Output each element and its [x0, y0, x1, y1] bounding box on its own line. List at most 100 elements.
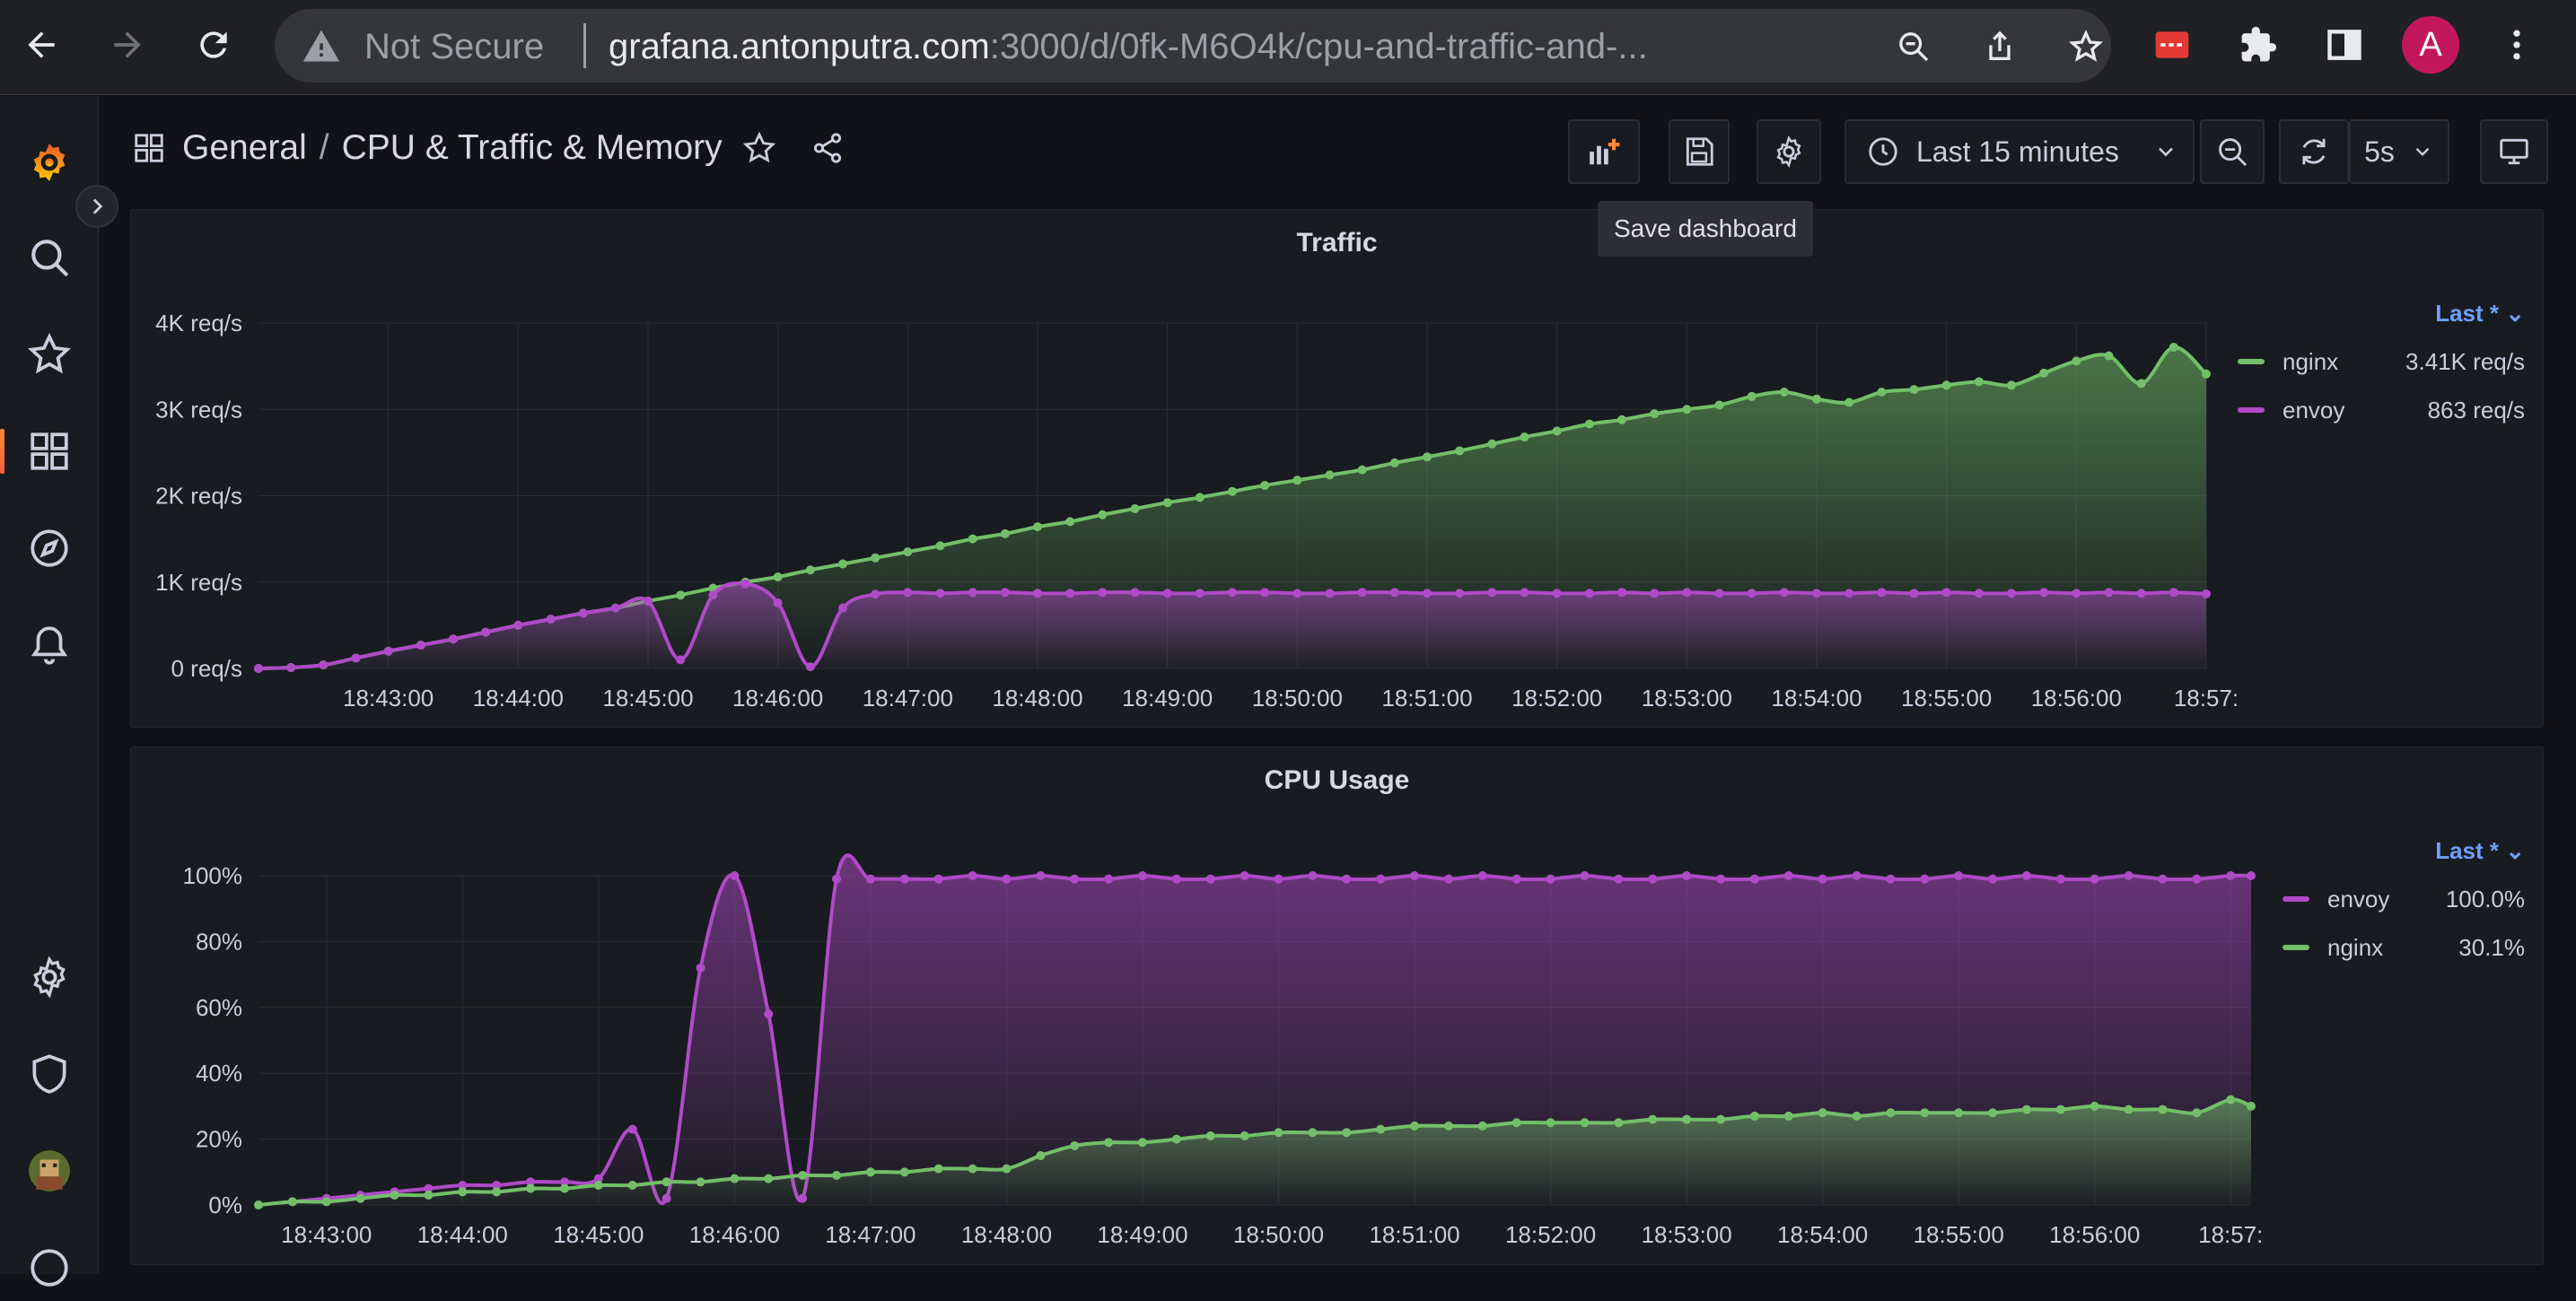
- nginx-data-point: [2007, 380, 2016, 390]
- refresh-icon: [2302, 138, 2326, 165]
- envoy-data-point: [696, 963, 705, 973]
- zoom-button[interactable]: [1890, 23, 1937, 70]
- nginx-data-point: [458, 1187, 468, 1197]
- url-path: :3000/d/0fk-M6O4k/cpu-and-traffic-and-..…: [989, 27, 1648, 66]
- share-button[interactable]: [1976, 23, 2023, 70]
- nginx-data-point: [2158, 1105, 2168, 1114]
- bookmark-button[interactable]: [2063, 23, 2109, 70]
- envoy-data-point: [1920, 874, 1930, 884]
- grafana-logo-icon: [33, 144, 66, 181]
- legend-sort-header[interactable]: Last * ⌄: [2435, 300, 2525, 327]
- nginx-data-point: [627, 1180, 637, 1190]
- help-nav-item[interactable]: [16, 1235, 83, 1301]
- envoy-data-point: [1389, 588, 1399, 598]
- address-bar[interactable]: Not Secure grafana.antonputra.com:3000/d…: [275, 9, 2111, 83]
- envoy-data-point: [1909, 589, 1919, 598]
- breadcrumb: General / CPU & Traffic & Memory: [132, 128, 845, 168]
- legend-item[interactable]: envoy 100.0%: [2282, 885, 2525, 913]
- nginx-data-point: [1065, 517, 1075, 527]
- traffic-chart[interactable]: 0 req/s 1K req/s 2K req/s 3K req/s 4K req/s 1…: [131, 210, 2357, 729]
- cpu-usage-panel[interactable]: CPU Usage 0% 20% 40% 60% 80% 100% 18:43:00 18:4…: [130, 747, 2544, 1265]
- star-icon[interactable]: [742, 131, 776, 165]
- y-tick-label: 100%: [183, 862, 243, 889]
- side-panel-button[interactable]: [2316, 16, 2373, 74]
- refresh-button[interactable]: [2279, 119, 2349, 184]
- tv-mode-button[interactable]: [2480, 119, 2548, 184]
- envoy-data-point: [593, 1174, 603, 1183]
- legend-item[interactable]: nginx 3.41K req/s: [2238, 347, 2525, 376]
- envoy-data-point: [1783, 871, 1793, 880]
- starred-nav-item[interactable]: [16, 321, 83, 388]
- dashboards-nav-item[interactable]: [0, 418, 83, 485]
- profile-nav-item[interactable]: [16, 1138, 83, 1204]
- envoy-data-point: [1137, 871, 1147, 880]
- reload-button[interactable]: [185, 16, 242, 74]
- time-picker-button[interactable]: Last 15 minutes: [1844, 119, 2195, 184]
- envoy-data-point: [1130, 588, 1140, 598]
- refresh-interval-picker[interactable]: 5s: [2349, 119, 2449, 184]
- security-label[interactable]: Not Secure: [364, 27, 545, 66]
- nginx-data-point: [1036, 1150, 1046, 1160]
- save-dashboard-button[interactable]: [1669, 119, 1730, 184]
- forward-button[interactable]: [99, 16, 156, 74]
- grafana-logo-link[interactable]: [16, 129, 83, 196]
- envoy-data-point: [968, 588, 977, 598]
- envoy-data-point: [1818, 874, 1827, 884]
- panel-title[interactable]: Traffic: [1296, 228, 1378, 258]
- explore-nav-item[interactable]: [16, 515, 83, 581]
- configuration-nav-item[interactable]: [16, 944, 83, 1010]
- server-admin-nav-item[interactable]: [16, 1041, 83, 1107]
- extension-button[interactable]: [2143, 16, 2201, 74]
- envoy-data-point: [1376, 874, 1386, 884]
- nginx-data-point: [1410, 1121, 1420, 1131]
- dashboard-title[interactable]: CPU & Traffic & Memory: [341, 128, 723, 167]
- x-tick-label: 18:54:00: [1777, 1221, 1868, 1248]
- x-tick-label: 18:43:00: [281, 1221, 372, 1248]
- cpu-usage-chart[interactable]: 0% 20% 40% 60% 80% 100% 18:43:00 18:44:00 18:45:…: [131, 747, 2402, 1266]
- profile-avatar[interactable]: A: [2402, 16, 2459, 74]
- url-text[interactable]: grafana.antonputra.com:3000/d/0fk-M6O4k/…: [609, 27, 1648, 66]
- legend-last-value: 100.0%: [2445, 885, 2525, 912]
- chevron-down-icon: [2158, 147, 2173, 157]
- expand-menu-button[interactable]: [75, 185, 118, 228]
- panel-title[interactable]: CPU Usage: [1264, 765, 1410, 795]
- nginx-data-point: [2104, 351, 2114, 361]
- envoy-data-point: [1552, 589, 1562, 598]
- browser-menu-button[interactable]: [2488, 16, 2545, 74]
- back-button[interactable]: [13, 16, 70, 74]
- nginx-data-point: [1648, 1114, 1658, 1124]
- nginx-data-point: [2124, 1105, 2134, 1114]
- nginx-data-point: [1941, 380, 1951, 390]
- nginx-data-point: [1130, 503, 1140, 513]
- alerting-nav-item[interactable]: [16, 612, 83, 678]
- x-tick-label: 18:49:00: [1122, 685, 1213, 712]
- nginx-data-point: [254, 1201, 263, 1209]
- envoy-data-point: [2247, 871, 2256, 880]
- url-host: grafana.antonputra.com: [609, 27, 990, 66]
- legend-sort-header[interactable]: Last * ⌄: [2435, 837, 2525, 864]
- x-tick-label: 18:55:00: [1901, 685, 1992, 712]
- dashboards-grid-icon: [31, 432, 68, 470]
- breadcrumb-separator: /: [319, 128, 329, 167]
- nginx-data-point: [1389, 458, 1399, 467]
- x-tick-label: 18:44:00: [473, 685, 564, 712]
- add-panel-button[interactable]: [1568, 119, 1640, 184]
- x-tick-label: 18:50:00: [1252, 685, 1343, 712]
- nginx-data-point: [1455, 446, 1465, 456]
- dashboard-settings-button[interactable]: [1757, 119, 1821, 184]
- envoy-data-point: [1065, 589, 1075, 598]
- zoom-out-button[interactable]: [2200, 119, 2265, 184]
- envoy-data-point: [832, 874, 842, 884]
- search-nav-item[interactable]: [16, 224, 83, 291]
- share-nodes-icon[interactable]: [810, 131, 845, 165]
- extensions-button[interactable]: [2230, 16, 2287, 74]
- nginx-data-point: [1260, 480, 1270, 490]
- legend-item[interactable]: envoy 863 req/s: [2238, 396, 2525, 424]
- nginx-data-point: [968, 1164, 977, 1174]
- traffic-legend: Last * ⌄ nginx 3.41K req/s envoy 863 req…: [2238, 300, 2525, 444]
- traffic-panel[interactable]: Traffic 0 req/s 1K req/s 2K req/s 3K req/s 4…: [130, 209, 2544, 728]
- folder-link[interactable]: General: [182, 128, 307, 167]
- legend-item[interactable]: nginx 30.1%: [2282, 933, 2525, 962]
- envoy-data-point: [1617, 588, 1626, 598]
- nginx-data-point: [1423, 452, 1432, 462]
